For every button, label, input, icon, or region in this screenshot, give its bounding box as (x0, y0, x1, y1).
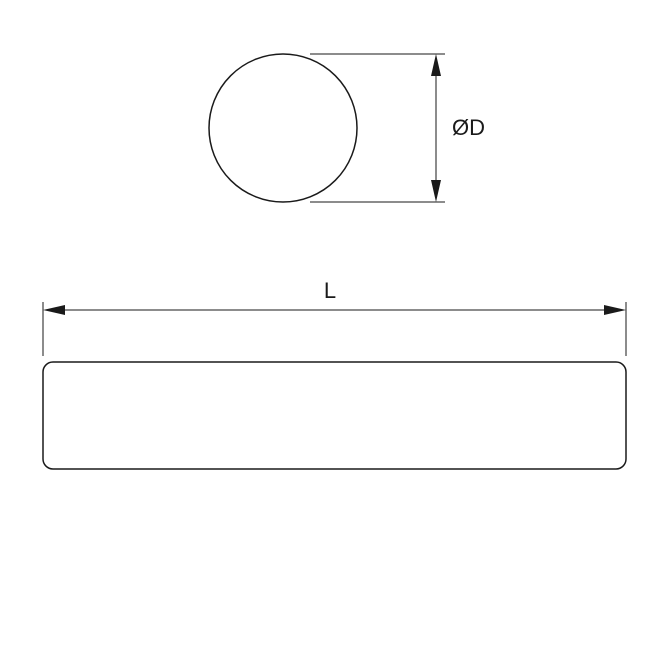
diameter-arrow-bottom (431, 180, 441, 202)
rod-side-view (43, 362, 626, 469)
cross-section-circle (209, 54, 357, 202)
length-arrow-right (604, 305, 626, 315)
diameter-label: ØD (452, 115, 485, 140)
technical-drawing: ØD L (0, 0, 670, 670)
diameter-arrow-top (431, 54, 441, 76)
length-arrow-left (43, 305, 65, 315)
length-label: L (324, 278, 336, 303)
